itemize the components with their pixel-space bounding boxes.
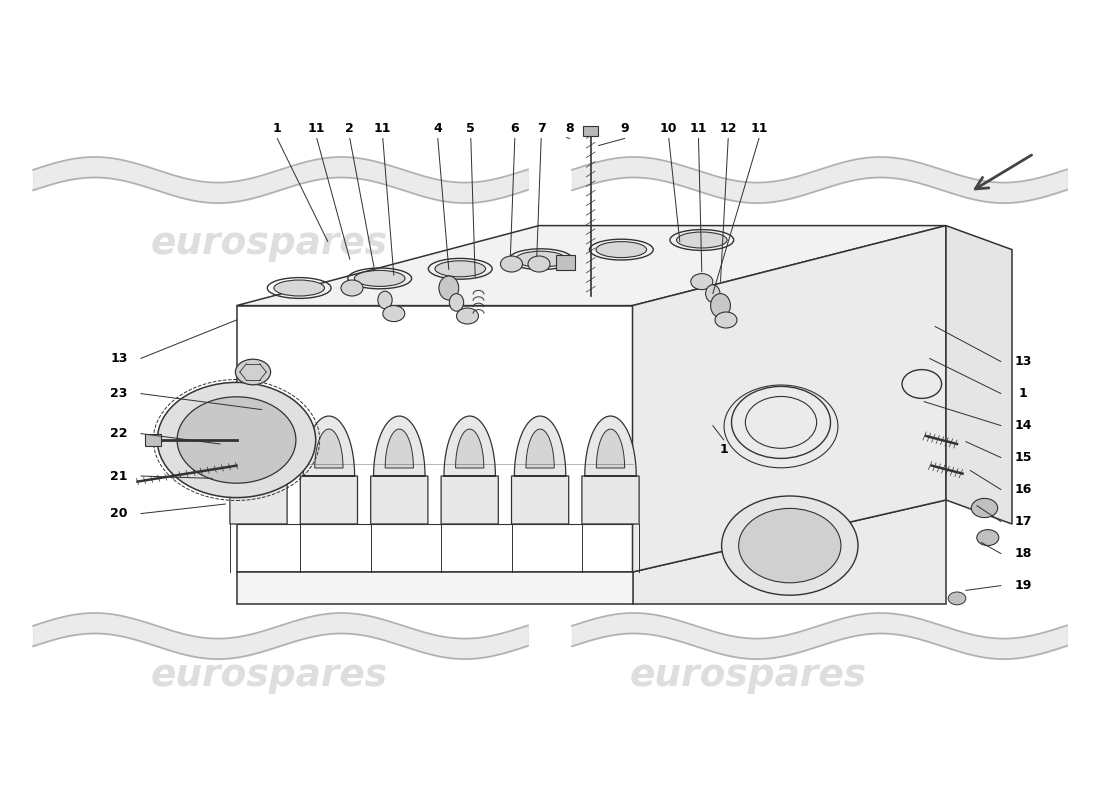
Text: 2: 2 bbox=[345, 122, 354, 134]
Text: eurospares: eurospares bbox=[151, 658, 388, 694]
Polygon shape bbox=[315, 429, 343, 468]
Text: 5: 5 bbox=[466, 122, 475, 134]
Text: eurospares: eurospares bbox=[151, 226, 388, 262]
Polygon shape bbox=[244, 429, 273, 468]
Polygon shape bbox=[582, 416, 639, 524]
Circle shape bbox=[948, 592, 966, 605]
Ellipse shape bbox=[706, 285, 721, 302]
Text: 22: 22 bbox=[110, 427, 128, 440]
Text: 14: 14 bbox=[1014, 419, 1032, 432]
FancyBboxPatch shape bbox=[583, 126, 598, 136]
Text: 16: 16 bbox=[1014, 483, 1032, 496]
Ellipse shape bbox=[676, 232, 727, 248]
Text: 17: 17 bbox=[1014, 515, 1032, 528]
Text: 4: 4 bbox=[433, 122, 442, 134]
Ellipse shape bbox=[596, 242, 647, 258]
Circle shape bbox=[977, 530, 999, 546]
Circle shape bbox=[383, 306, 405, 322]
Circle shape bbox=[456, 308, 478, 324]
Text: 13: 13 bbox=[110, 352, 128, 365]
Text: 1: 1 bbox=[273, 122, 282, 134]
Polygon shape bbox=[236, 306, 632, 572]
Polygon shape bbox=[946, 226, 1012, 524]
Circle shape bbox=[739, 509, 840, 582]
Circle shape bbox=[528, 256, 550, 272]
Text: 9: 9 bbox=[620, 122, 629, 134]
Text: 18: 18 bbox=[1014, 547, 1032, 560]
Text: 6: 6 bbox=[510, 122, 519, 134]
Ellipse shape bbox=[274, 280, 324, 296]
Text: eurospares: eurospares bbox=[629, 658, 867, 694]
Circle shape bbox=[715, 312, 737, 328]
Polygon shape bbox=[632, 500, 946, 604]
Text: 21: 21 bbox=[110, 470, 128, 482]
Ellipse shape bbox=[516, 251, 566, 267]
Text: 11: 11 bbox=[750, 122, 768, 134]
Circle shape bbox=[971, 498, 998, 518]
Polygon shape bbox=[300, 416, 358, 524]
Circle shape bbox=[157, 382, 316, 498]
Circle shape bbox=[177, 397, 296, 483]
Polygon shape bbox=[526, 429, 554, 468]
Text: 1: 1 bbox=[719, 443, 728, 456]
Ellipse shape bbox=[378, 291, 392, 309]
Polygon shape bbox=[596, 429, 625, 468]
Text: 11: 11 bbox=[374, 122, 392, 134]
Circle shape bbox=[235, 359, 271, 385]
Circle shape bbox=[691, 274, 713, 290]
Text: 10: 10 bbox=[660, 122, 678, 134]
Circle shape bbox=[341, 280, 363, 296]
Polygon shape bbox=[236, 572, 632, 604]
Text: 11: 11 bbox=[690, 122, 707, 134]
Ellipse shape bbox=[354, 270, 405, 286]
Ellipse shape bbox=[711, 294, 730, 318]
Text: 23: 23 bbox=[110, 387, 128, 400]
Ellipse shape bbox=[439, 276, 459, 300]
Polygon shape bbox=[236, 226, 946, 306]
Text: eurospares: eurospares bbox=[629, 226, 867, 262]
Text: 13: 13 bbox=[1014, 355, 1032, 368]
Polygon shape bbox=[230, 416, 287, 524]
Text: 15: 15 bbox=[1014, 451, 1032, 464]
Text: 7: 7 bbox=[537, 122, 546, 134]
FancyBboxPatch shape bbox=[145, 434, 161, 446]
Text: 12: 12 bbox=[719, 122, 737, 134]
FancyBboxPatch shape bbox=[556, 255, 575, 270]
Ellipse shape bbox=[434, 261, 485, 277]
Ellipse shape bbox=[449, 294, 464, 311]
Circle shape bbox=[722, 496, 858, 595]
Polygon shape bbox=[385, 429, 414, 468]
Text: 1: 1 bbox=[1019, 387, 1027, 400]
Text: 20: 20 bbox=[110, 507, 128, 520]
Polygon shape bbox=[455, 429, 484, 468]
Polygon shape bbox=[512, 416, 569, 524]
Circle shape bbox=[500, 256, 522, 272]
Text: 19: 19 bbox=[1014, 579, 1032, 592]
Polygon shape bbox=[441, 416, 498, 524]
Polygon shape bbox=[632, 226, 946, 572]
Polygon shape bbox=[371, 416, 428, 524]
Text: 8: 8 bbox=[565, 122, 574, 134]
Text: 11: 11 bbox=[308, 122, 326, 134]
